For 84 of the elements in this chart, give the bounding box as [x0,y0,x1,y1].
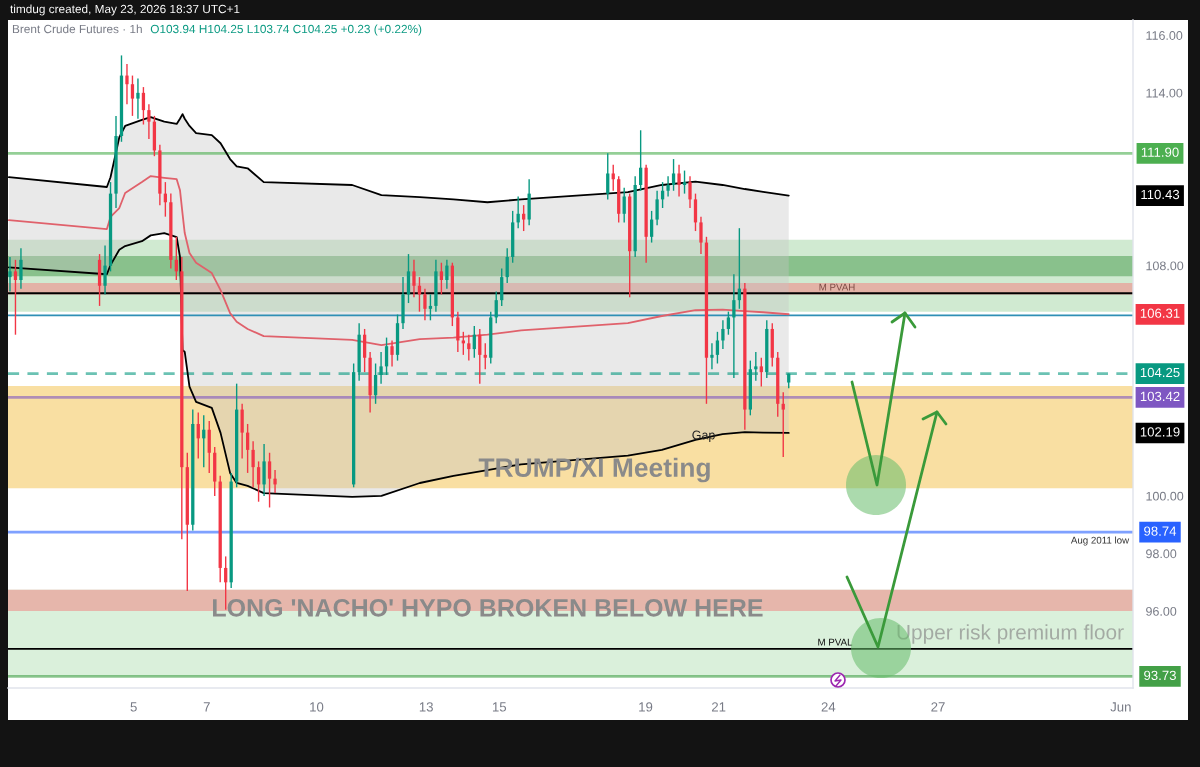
candlestick [373,362,378,405]
text: 110.43 [1141,189,1180,200]
x-tick-label: 27 [931,702,945,712]
candlestick [715,331,720,365]
y-tick-label: 108.00 [1146,261,1184,271]
candlestick [19,247,23,290]
candlestick [8,256,12,293]
candlestick [693,192,698,232]
y-tick-label: 116.00 [1146,31,1183,40]
candlestick [655,190,659,226]
annotation: Aug 2011 low [1070,536,1130,546]
x-tick-label: 7 [203,702,210,712]
candlestick [467,334,471,362]
candlestick [522,204,526,232]
x-tick-label: 24 [821,702,836,712]
ref-line-label: 111.90 [1141,147,1179,157]
candlestick [423,287,427,322]
ref-line-label: 103.42 [1140,391,1180,402]
candlestick [207,420,211,474]
candlestick [500,267,504,307]
candlestick [240,403,244,460]
ref-line-label: 104.25 [1140,367,1180,378]
x-tick-label: 13 [419,702,433,712]
x-tick-label: 15 [492,702,507,712]
candlestick [505,247,509,284]
text: timdug created, May 23, 2026 18:37 UTC+1 [10,4,240,16]
ref-line-label: 93.73 [1144,670,1176,681]
candlestick [428,293,433,322]
chart-title: Brent Crude Futures · 1h [12,24,142,34]
line-series [8,232,790,498]
candlestick [412,259,416,298]
candlestick [781,391,785,458]
annotation: O103.94 H104.25 L103.74 C104.25 +0.23 (+0.22%) [150,24,422,36]
candlestick [125,63,129,106]
candlestick [362,328,367,373]
candlestick [483,342,487,370]
candlestick [130,74,135,117]
candlestick [384,336,389,376]
y-tick-label: 114.00 [1146,88,1183,98]
candlestick [103,244,107,296]
x-tick-label: 5 [130,702,137,712]
x-tick-label: 10 [310,702,324,712]
y-tick-label: 100.00 [1146,491,1184,501]
candlestick [251,440,255,489]
line-series [8,175,790,346]
candlestick [699,215,703,255]
candlestick [456,310,460,353]
candlestick [606,152,610,201]
candlestick [726,310,731,336]
candlestick [688,175,692,209]
ref-line-label: 98.74 [1144,526,1177,536]
candlestick [754,351,758,382]
candlestick [671,158,676,192]
candlestick [478,328,482,385]
annotation: M PVAH [819,283,855,291]
x-tick-label: 19 [639,702,653,712]
y-tick-label: 98.00 [1146,549,1177,559]
candlestick [611,164,615,192]
annotation: LONG 'NACHO' HYPO BROKEN BELOW HERE [213,598,763,617]
candlestick [273,469,277,494]
candlestick [379,351,383,385]
x-tick-label: Jun [1110,702,1131,712]
candlestick [136,77,140,120]
candlestick [406,253,411,304]
candlestick [439,262,444,296]
candlestick [721,319,725,350]
candlestick [262,443,266,497]
text: 106.31 [1140,308,1180,318]
candlestick [677,164,681,198]
text: 102.19 [1140,427,1180,437]
annotation: M PVAL [818,638,853,646]
candlestick [710,342,714,370]
candlestick [666,175,670,198]
candlestick [13,259,18,336]
candlestick [445,259,449,290]
candlestick [461,331,465,356]
candlestick [759,357,763,388]
candlestick [682,169,687,195]
candlestick [732,273,736,379]
candlestick [267,452,272,509]
candlestick [147,103,151,140]
y-tick-label: 96.00 [1146,606,1177,616]
x-tick-label: 21 [711,702,726,712]
candlestick [390,339,394,368]
